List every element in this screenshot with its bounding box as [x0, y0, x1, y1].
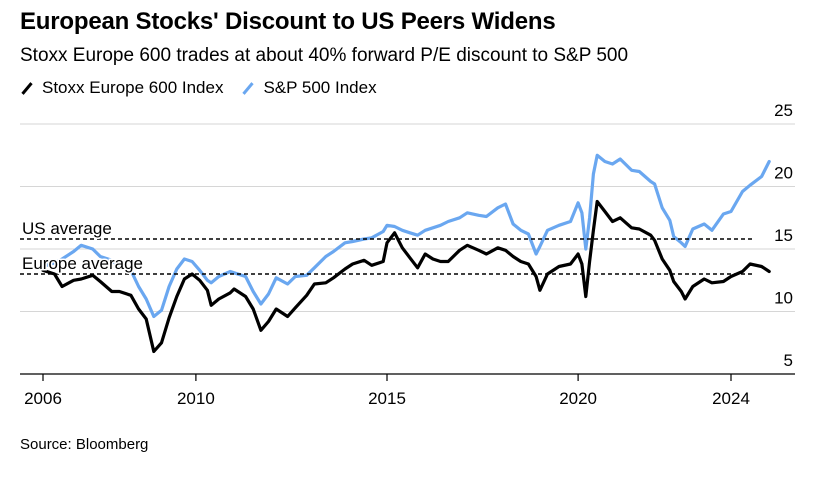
series-line-stoxx-europe-600: [41, 199, 771, 354]
series-line-sp-500: [41, 153, 771, 319]
chart-legend: Stoxx Europe 600 Index S&P 500 Index: [20, 78, 395, 98]
x-tick-label-2020: 2020: [559, 389, 597, 408]
y-tick-label-10: 10: [774, 289, 793, 308]
y-tick-label-15: 15: [774, 226, 793, 245]
x-tick-label-2015: 2015: [368, 389, 406, 408]
y-tick-label-20: 20: [774, 164, 793, 183]
source-note: Source: Bloomberg: [20, 436, 149, 453]
y-tick-label-25: 25: [774, 101, 793, 120]
legend-item-europe: Stoxx Europe 600 Index: [20, 78, 223, 98]
chart-subtitle: Stoxx Europe 600 trades at about 40% for…: [20, 45, 629, 66]
legend-label-us: S&P 500 Index: [263, 78, 377, 97]
legend-label-europe: Stoxx Europe 600 Index: [42, 78, 224, 97]
reference-label-us-average: US average: [22, 219, 112, 238]
legend-item-us: S&P 500 Index: [241, 78, 377, 98]
y-tick-label-5: 5: [784, 351, 793, 370]
chart-title: European Stocks' Discount to US Peers Wi…: [20, 8, 556, 35]
x-tick-label-2006: 2006: [24, 389, 62, 408]
reference-label-europe-average: Europe average: [22, 254, 143, 273]
x-tick-label-2010: 2010: [177, 389, 215, 408]
x-tick-label-2024: 2024: [712, 389, 750, 408]
